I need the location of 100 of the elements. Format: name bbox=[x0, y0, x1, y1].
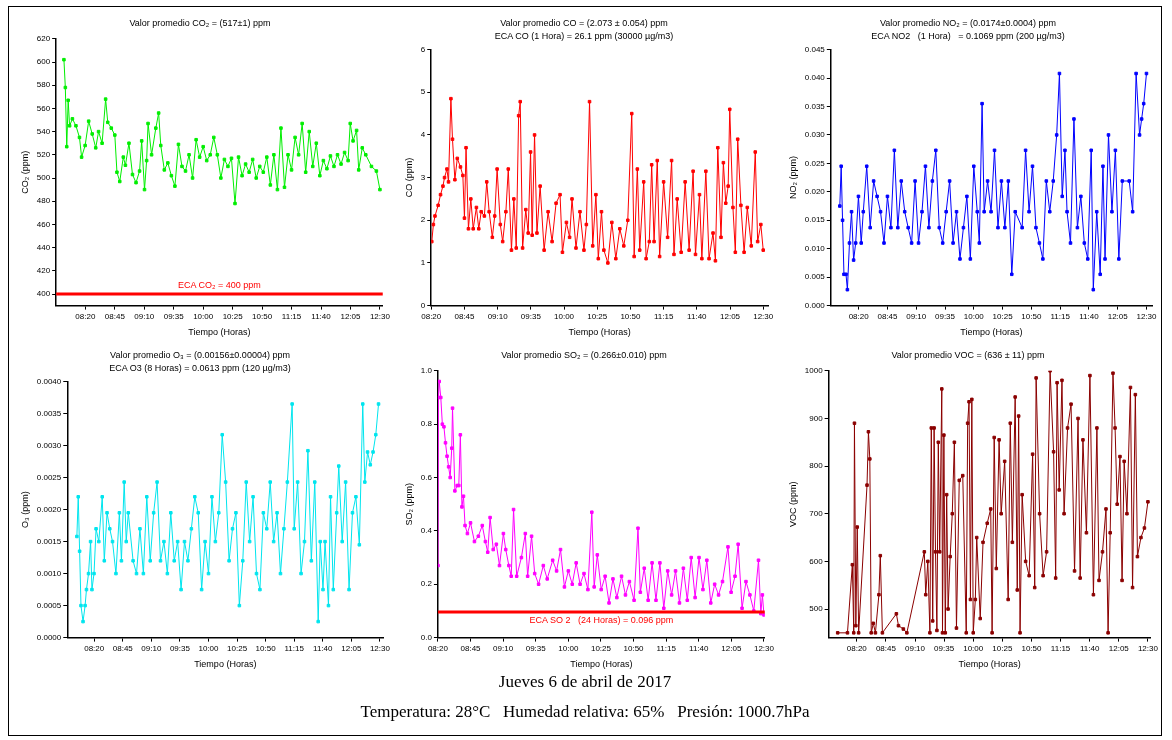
x-tick-label: 11:40 bbox=[1079, 643, 1100, 653]
y-tick-label: 440 bbox=[36, 242, 51, 252]
x-tick-label: 09:10 bbox=[134, 311, 155, 321]
x-tick-label: 11:40 bbox=[687, 311, 708, 321]
x-tick-label: 10:00 bbox=[963, 643, 984, 653]
y-tick-label: 0.0030 bbox=[36, 440, 62, 450]
y-tick-label: 0.0010 bbox=[36, 568, 62, 578]
x-tick-label: 10:25 bbox=[222, 311, 244, 321]
y-tick-label: 500 bbox=[36, 173, 51, 183]
x-tick-label: 08:20 bbox=[848, 311, 870, 321]
y-tick-label: 0.005 bbox=[804, 272, 826, 282]
y-tick-label: 6 bbox=[420, 44, 426, 54]
ref-line-label: ECA CO₂ = 400 ppm bbox=[178, 279, 261, 290]
chart-title: Valor promedio NO₂ = (0.0174±0.0004) ppm bbox=[879, 17, 1057, 28]
y-tick-label: 0.025 bbox=[804, 158, 826, 168]
y-tick-label: 0.0020 bbox=[36, 504, 62, 514]
y-tick-label: 0.010 bbox=[804, 243, 826, 253]
x-tick-label: 12:05 bbox=[340, 311, 362, 321]
y-tick-label: 600 bbox=[36, 57, 51, 67]
x-tick-label: 12:30 bbox=[1137, 643, 1159, 653]
chart-title: Valor promedio CO = (2.073 ± 0.054) ppm bbox=[500, 17, 668, 28]
x-tick-label: 09:35 bbox=[525, 643, 547, 653]
x-tick-label: 08:20 bbox=[421, 311, 442, 321]
y-tick-label: 5 bbox=[420, 87, 426, 97]
y-tick-label: 0 bbox=[420, 300, 426, 310]
x-tick-label: 08:20 bbox=[846, 643, 868, 653]
y-tick-label: 480 bbox=[36, 196, 51, 206]
x-tick-label: 09:35 bbox=[520, 311, 542, 321]
chart-title: Valor promedio CO₂ = (517±1) ppm bbox=[129, 17, 271, 28]
y-tick-label: 560 bbox=[36, 103, 51, 113]
y-tick-label: 0.020 bbox=[804, 187, 826, 197]
y-tick-label: 460 bbox=[36, 219, 51, 229]
x-tick-label: 11:15 bbox=[1050, 643, 1071, 653]
x-tick-label: 08:20 bbox=[427, 643, 449, 653]
x-tick-label: 11:15 bbox=[656, 643, 677, 653]
x-tick-label: 11:15 bbox=[281, 311, 302, 321]
x-tick-label: 10:50 bbox=[620, 311, 641, 321]
x-tick-label: 12:05 bbox=[1107, 311, 1129, 321]
x-tick-label: 10:00 bbox=[198, 643, 220, 653]
y-tick-label: 1.0 bbox=[420, 366, 433, 375]
x-tick-label: 09:10 bbox=[141, 643, 162, 653]
x-tick-label: 11:15 bbox=[284, 643, 305, 653]
y-tick-label: 3 bbox=[420, 172, 426, 182]
chart-title: Valor promedio VOC = (636 ± 11) ppm bbox=[891, 349, 1045, 360]
x-tick-label: 09:35 bbox=[163, 311, 185, 321]
y-tick-label: 580 bbox=[36, 80, 51, 90]
x-axis-title: Tiempo (Horas) bbox=[568, 327, 631, 338]
y-tick-label: 2 bbox=[420, 215, 426, 225]
x-tick-label: 08:45 bbox=[877, 311, 899, 321]
x-tick-label: 10:50 bbox=[1021, 311, 1042, 321]
y-tick-label: 0.4 bbox=[420, 526, 433, 536]
x-tick-label: 10:25 bbox=[992, 311, 1014, 321]
x-tick-label: 09:10 bbox=[906, 311, 927, 321]
x-tick-label: 12:05 bbox=[1108, 643, 1130, 653]
x-tick-label: 10:00 bbox=[558, 643, 579, 653]
x-tick-label: 09:10 bbox=[493, 643, 514, 653]
y-tick-label: 0.0 bbox=[420, 632, 433, 642]
x-axis-title: Tiempo (Horas) bbox=[570, 659, 633, 670]
y-tick-label: 1 bbox=[420, 258, 426, 268]
x-tick-label: 10:25 bbox=[992, 643, 1013, 653]
y-tick-label: 800 bbox=[809, 461, 824, 471]
x-tick-label: 11:40 bbox=[1079, 311, 1100, 321]
y-tick-label: 1000 bbox=[804, 366, 824, 375]
x-tick-label: 10:25 bbox=[587, 311, 608, 321]
x-tick-label: 08:45 bbox=[875, 643, 897, 653]
y-tick-label: 400 bbox=[36, 289, 51, 299]
x-tick-label: 12:30 bbox=[1136, 311, 1158, 321]
x-tick-label: 08:20 bbox=[84, 643, 105, 653]
x-tick-label: 11:15 bbox=[653, 311, 674, 321]
chart-subtitle: ECA CO (1 Hora) = 26.1 ppm (30000 µg/m3) bbox=[494, 30, 674, 41]
x-tick-label: 09:35 bbox=[169, 643, 191, 653]
y-tick-label: 0.2 bbox=[420, 579, 433, 589]
x-axis-title: Tiempo (Horas) bbox=[960, 327, 1023, 338]
x-tick-label: 11:40 bbox=[313, 643, 334, 653]
y-tick-label: 0.0040 bbox=[36, 376, 62, 386]
x-tick-label: 12:05 bbox=[341, 643, 362, 653]
y-tick-label: 0.0015 bbox=[36, 536, 62, 546]
y-axis-title: SO₂ (ppm) bbox=[403, 482, 414, 526]
x-tick-label: 11:40 bbox=[689, 643, 710, 653]
x-tick-label: 10:50 bbox=[1021, 643, 1043, 653]
x-tick-label: 12:05 bbox=[721, 643, 742, 653]
x-tick-label: 10:25 bbox=[590, 643, 612, 653]
x-axis-title: Tiempo (Horas) bbox=[958, 659, 1021, 670]
y-tick-label: 0.030 bbox=[804, 130, 826, 140]
x-tick-label: 10:50 bbox=[252, 311, 273, 321]
x-tick-label: 12:30 bbox=[369, 311, 391, 321]
y-tick-label: 420 bbox=[36, 266, 51, 275]
y-axis-title: NO₂ (ppm) bbox=[787, 156, 798, 200]
y-tick-label: 0.0025 bbox=[36, 472, 62, 482]
x-tick-label: 12:30 bbox=[369, 643, 391, 653]
x-tick-label: 11:40 bbox=[311, 311, 332, 321]
y-axis-title: VOC (ppm) bbox=[787, 481, 798, 527]
chart-title: Valor promedio O₃ = (0.00156±0.00004) ppm bbox=[110, 349, 290, 360]
y-tick-label: 0.045 bbox=[804, 44, 826, 54]
x-axis-title: Tiempo (Horas) bbox=[194, 659, 257, 670]
y-axis-title: CO (ppm) bbox=[403, 157, 414, 198]
x-tick-label: 10:00 bbox=[193, 311, 214, 321]
y-tick-label: 0.0035 bbox=[36, 408, 62, 418]
chart-subtitle: ECA O3 (8 Horas) = 0.0613 ppm (120 µg/m3) bbox=[109, 362, 291, 373]
x-tick-label: 12:30 bbox=[753, 643, 775, 653]
